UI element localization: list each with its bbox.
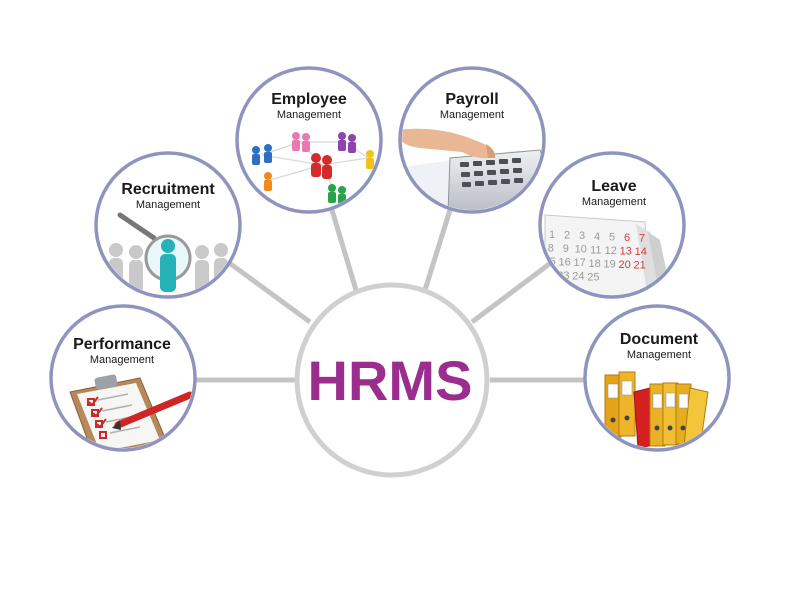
calendar-day: 17	[573, 257, 585, 269]
module-subtitle: Management	[627, 349, 691, 361]
module-title: Leave	[591, 178, 636, 195]
module-document[interactable]: Document Management	[583, 304, 731, 452]
calendar-day: 22	[542, 270, 554, 282]
calendar-day: 10	[575, 244, 587, 256]
calendar-day: 9	[563, 243, 569, 255]
module-subtitle: Management	[136, 199, 200, 211]
calendar-day: 18	[588, 258, 600, 270]
hub: HRMS	[294, 282, 490, 478]
calendar-day: 14	[635, 246, 647, 258]
module-title: Performance	[73, 336, 171, 353]
module-employee[interactable]: Employee Management	[235, 66, 383, 214]
module-recruitment[interactable]: Recruitment Management	[94, 151, 242, 299]
module-title: Recruitment	[121, 181, 215, 198]
module-subtitle: Management	[90, 354, 154, 366]
module-subtitle: Management	[440, 109, 504, 121]
calendar-day: 20	[618, 259, 630, 271]
binders-icon	[604, 371, 709, 448]
module-title: Employee	[271, 91, 347, 108]
calendar-day: 21	[633, 260, 645, 272]
connectors	[193, 209, 587, 383]
connector-recruitment	[226, 259, 312, 325]
module-subtitle: Management	[582, 196, 646, 208]
module-leave[interactable]: Leave Management 12345678910111213141516…	[538, 151, 686, 299]
module-title: Payroll	[445, 91, 498, 108]
calendar-day: 13	[620, 246, 632, 258]
calendar-day: 8	[548, 243, 554, 255]
hub-label: HRMS	[308, 349, 473, 412]
module-subtitle: Management	[277, 109, 341, 121]
calendar-day: 25	[587, 271, 599, 283]
calendar-day: 19	[603, 258, 615, 270]
calendar-day: 12	[605, 245, 617, 257]
calendar-day: 2	[564, 230, 570, 242]
clipboard-checklist-icon	[69, 374, 193, 448]
calendar-day: 1	[549, 229, 555, 241]
module-payroll[interactable]: Payroll Management	[398, 66, 555, 215]
calendar-day: 3	[579, 230, 585, 242]
module-performance[interactable]: Performance Management	[49, 304, 197, 460]
calendar-day: 24	[572, 271, 584, 283]
module-ring	[235, 66, 383, 214]
calendar-day: 7	[639, 233, 645, 245]
module-title: Document	[620, 331, 699, 348]
calendar-day: 5	[609, 231, 615, 243]
calendar-day: 4	[594, 231, 600, 243]
connector-employee	[329, 209, 359, 291]
connector-leave	[470, 260, 554, 324]
hub-circle	[294, 282, 490, 478]
connector-payroll	[422, 209, 453, 291]
calendar-day: 6	[624, 232, 630, 244]
calendar-day: 11	[590, 244, 601, 256]
people-network-icon	[252, 132, 374, 205]
calendar-day: 16	[558, 257, 570, 269]
